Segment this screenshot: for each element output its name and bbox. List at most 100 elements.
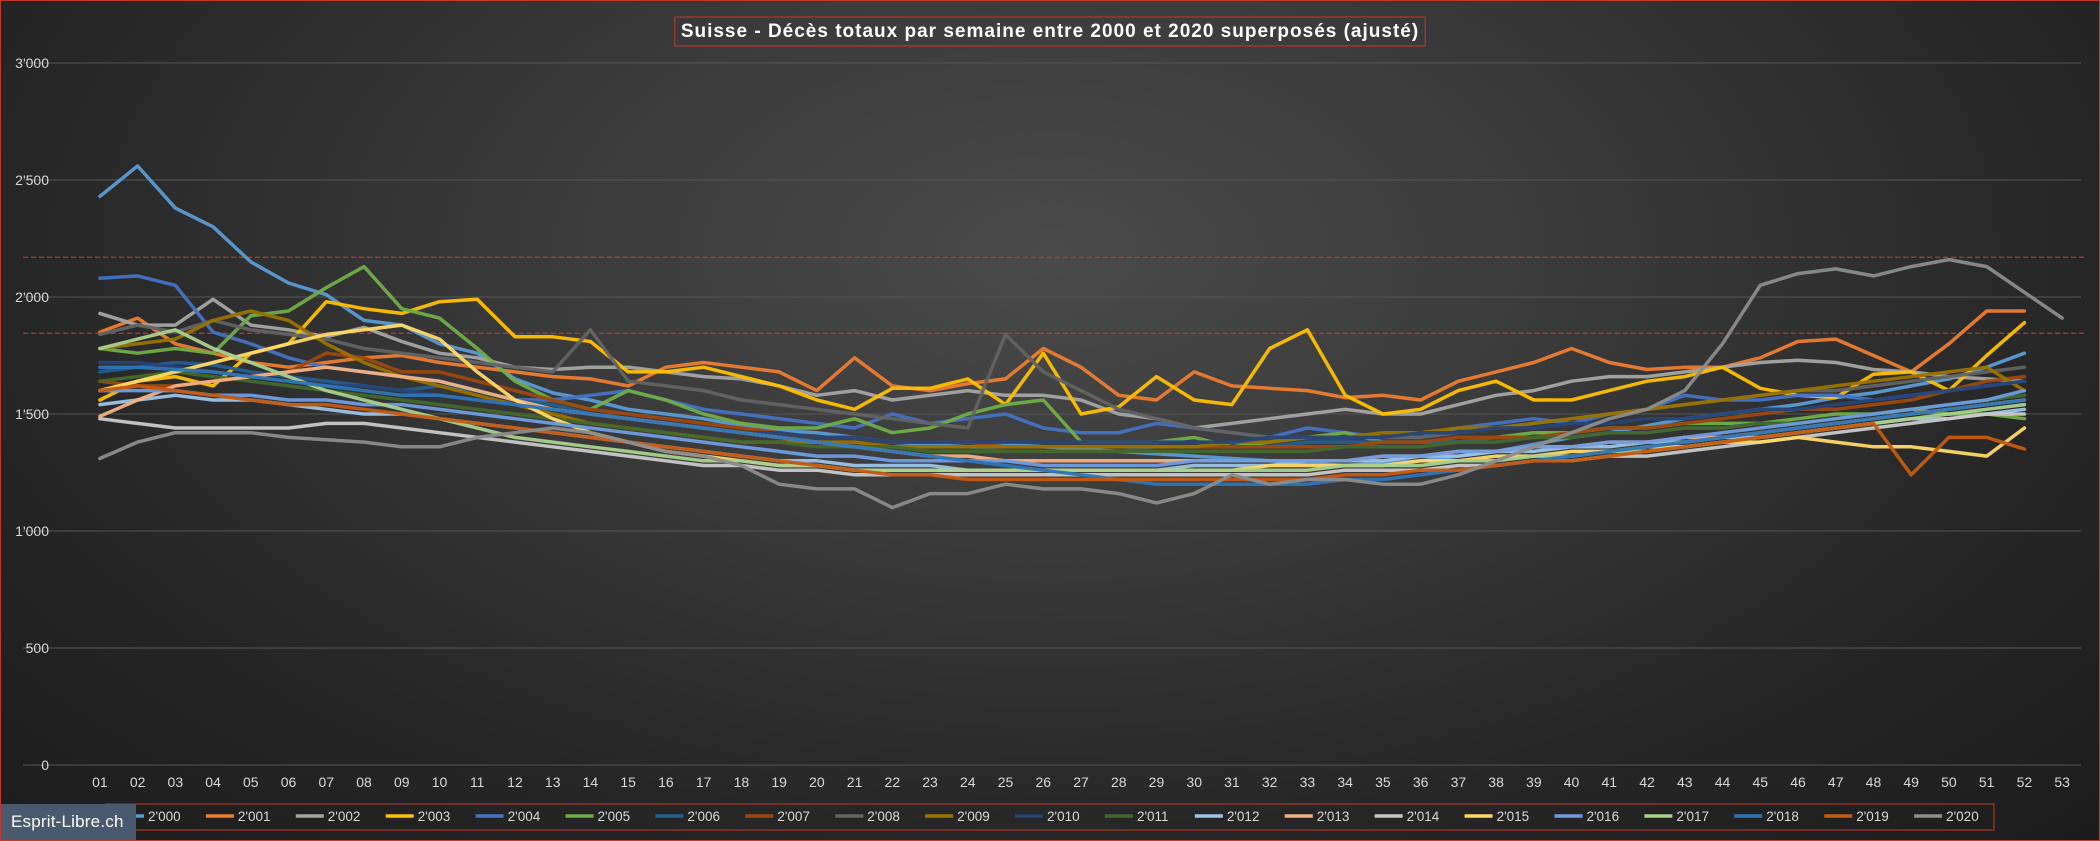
x-tick-label: 22 <box>885 774 901 790</box>
series-line <box>98 384 2027 482</box>
x-tick-label: 19 <box>771 774 787 790</box>
legend-label: 2'009 <box>957 809 990 824</box>
legend-label: 2'018 <box>1766 809 1799 824</box>
series-lines <box>98 164 2064 510</box>
x-tick-label: 49 <box>1903 774 1919 790</box>
legend-label: 2'010 <box>1047 809 1080 824</box>
reference-lines <box>23 256 2086 334</box>
series-line <box>98 388 2027 468</box>
x-tick-label: 29 <box>1149 774 1165 790</box>
x-tick-label: 24 <box>960 774 976 790</box>
x-tick-label: 12 <box>507 774 523 790</box>
series-line <box>98 365 2027 463</box>
x-tick-label: 02 <box>130 774 146 790</box>
x-tick-label: 27 <box>1073 774 1089 790</box>
y-tick-label: 1'000 <box>15 523 49 539</box>
legend-label: 2'012 <box>1227 809 1260 824</box>
legend-label: 2'014 <box>1407 809 1440 824</box>
legend-label: 2'006 <box>687 809 720 824</box>
legend-label: 2'004 <box>508 809 541 824</box>
chart-title: Suisse - Décès totaux par semaine entre … <box>681 21 1419 42</box>
legend-label: 2'001 <box>238 809 271 824</box>
legend-label: 2'000 <box>148 809 181 824</box>
watermark[interactable]: Esprit-Libre.ch <box>1 804 136 840</box>
x-tick-label: 46 <box>1790 774 1806 790</box>
series-line <box>98 264 2027 449</box>
x-tick-label: 45 <box>1752 774 1768 790</box>
x-tick-label: 32 <box>1262 774 1278 790</box>
x-tick-label: 50 <box>1941 774 1957 790</box>
x-tick-label: 35 <box>1375 774 1391 790</box>
x-tick-label: 51 <box>1979 774 1995 790</box>
x-tick-label: 26 <box>1035 774 1051 790</box>
legend-label: 2'013 <box>1317 809 1350 824</box>
x-tick-label: 47 <box>1828 774 1844 790</box>
x-tick-label: 07 <box>318 774 334 790</box>
x-tick-label: 14 <box>583 774 599 790</box>
x-tick-label: 40 <box>1564 774 1580 790</box>
x-tick-label: 17 <box>696 774 712 790</box>
series-line <box>98 370 2027 454</box>
x-tick-label: 09 <box>394 774 410 790</box>
x-tick-label: 36 <box>1413 774 1429 790</box>
x-tick-label: 06 <box>281 774 297 790</box>
series-line <box>98 360 2027 444</box>
x-tick-label: 10 <box>432 774 448 790</box>
x-tick-label: 04 <box>205 774 221 790</box>
x-tick-label: 01 <box>92 774 108 790</box>
y-tick-label: 2'500 <box>15 172 49 188</box>
y-tick-label: 500 <box>26 640 50 656</box>
x-tick-label: 13 <box>545 774 561 790</box>
x-tick-label: 31 <box>1224 774 1240 790</box>
x-tick-label: 20 <box>809 774 825 790</box>
x-tick-label: 38 <box>1488 774 1504 790</box>
x-tick-label: 42 <box>1639 774 1655 790</box>
x-tick-label: 05 <box>243 774 259 790</box>
legend-label: 2'008 <box>867 809 900 824</box>
x-tick-label: 44 <box>1715 774 1731 790</box>
x-tick-label: 15 <box>620 774 636 790</box>
x-tick-label: 03 <box>168 774 184 790</box>
y-tick-label: 2'000 <box>15 289 49 305</box>
x-tick-label: 16 <box>658 774 674 790</box>
x-tick-label: 41 <box>1602 774 1618 790</box>
legend-label: 2'002 <box>328 809 361 824</box>
x-tick-label: 18 <box>734 774 750 790</box>
series-line <box>98 309 2027 449</box>
legend: 2'000 2'001 2'002 2'003 2'004 2'005 2'006 2'007… <box>105 803 1995 831</box>
x-tick-label: 34 <box>1337 774 1353 790</box>
x-tick-label: 33 <box>1300 774 1316 790</box>
y-tick-label: 3'000 <box>15 55 49 71</box>
series-line <box>98 257 2064 510</box>
legend-label: 2'005 <box>598 809 631 824</box>
x-tick-label: 08 <box>356 774 372 790</box>
title-box <box>674 16 1426 47</box>
title-group: Suisse - Décès totaux par semaine entre … <box>674 16 1426 47</box>
legend-label: 2'020 <box>1946 809 1979 824</box>
x-tick-label: 43 <box>1677 774 1693 790</box>
legend-label: 2'003 <box>418 809 451 824</box>
legend-label: 2'011 <box>1137 809 1169 824</box>
y-tick-label: 1'500 <box>15 406 49 422</box>
x-tick-label: 11 <box>470 774 485 790</box>
legend-label: 2'007 <box>777 809 810 824</box>
x-tick-label: 30 <box>1186 774 1202 790</box>
x-tick-label: 23 <box>922 774 938 790</box>
series-line <box>98 297 2027 416</box>
legend-label: 2'015 <box>1497 809 1530 824</box>
x-tick-label: 21 <box>847 774 863 790</box>
legend-label: 2'017 <box>1676 809 1709 824</box>
axes: 0 500 1'000 1'500 2'000 2'500 3'000 01 02 03 04 05 0… <box>15 55 2070 790</box>
x-tick-label: 25 <box>998 774 1014 790</box>
x-tick-label: 53 <box>2054 774 2070 790</box>
x-tick-label: 52 <box>2017 774 2033 790</box>
y-tick-label: 0 <box>41 757 49 773</box>
legend-label: 2'019 <box>1856 809 1889 824</box>
series-line <box>98 412 2027 477</box>
legend-label: 2'016 <box>1586 809 1619 824</box>
x-tick-label: 48 <box>1866 774 1882 790</box>
x-tick-label: 39 <box>1526 774 1542 790</box>
x-tick-label: 28 <box>1111 774 1127 790</box>
